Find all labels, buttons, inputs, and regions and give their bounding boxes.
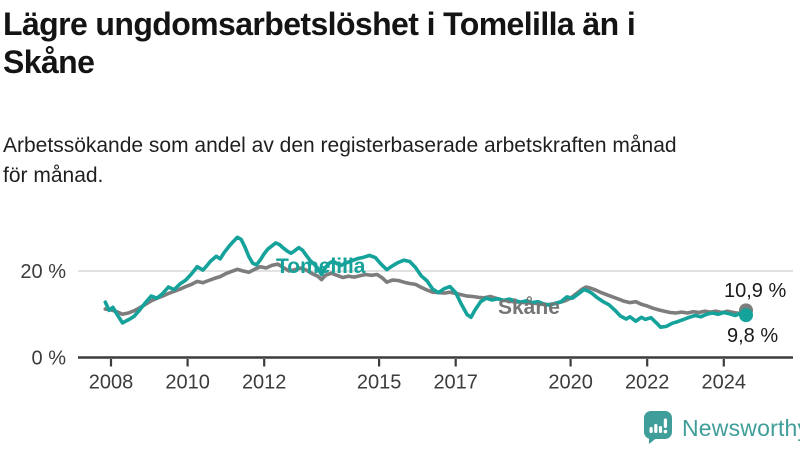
series-line-tomelilla bbox=[103, 235, 748, 330]
series-label-tomelilla: Tomelilla bbox=[276, 255, 366, 278]
x-tick-label-2010: 2010 bbox=[165, 372, 210, 394]
x-tick-label-2008: 2008 bbox=[89, 372, 134, 394]
end-value-label-tomelilla: 9,8 % bbox=[727, 325, 779, 347]
newsworthy-icon bbox=[644, 411, 672, 444]
newsworthy-logo[interactable]: Newsworthy bbox=[644, 411, 800, 445]
newsworthy-brand-text: Newsworthy bbox=[682, 414, 800, 441]
chart-subtitle: Arbetssökande som andel av den registerb… bbox=[3, 134, 677, 187]
end-dot-tomelilla bbox=[739, 308, 754, 323]
y-tick-label-20: 20 % bbox=[20, 261, 66, 283]
end-value-label-skane: 10,9 % bbox=[724, 280, 787, 302]
line-chart: 20 % 0 % 2008 2010 2012 2015 2017 2020 2022 2024 bbox=[20, 235, 793, 394]
series-line-skne bbox=[103, 262, 748, 317]
x-tick-label-2017: 2017 bbox=[433, 372, 478, 394]
chart-title: Lägre ungdomsarbetslöshet i Tomelilla än… bbox=[3, 6, 636, 80]
x-tick-label-2015: 2015 bbox=[357, 372, 402, 394]
series-label-skane: Skåne bbox=[498, 296, 560, 319]
x-tick-label-2020: 2020 bbox=[548, 372, 593, 394]
x-tick-label-2024: 2024 bbox=[702, 372, 747, 394]
x-tick-label-2022: 2022 bbox=[625, 372, 670, 394]
y-tick-label-0: 0 % bbox=[32, 348, 67, 370]
x-tick-label-2012: 2012 bbox=[242, 372, 287, 394]
